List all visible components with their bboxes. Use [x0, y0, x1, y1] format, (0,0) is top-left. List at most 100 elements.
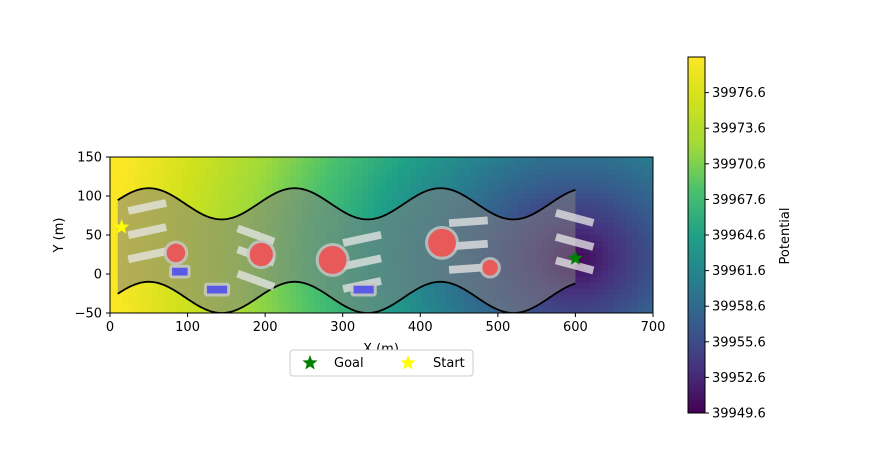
heatmap-cell [320, 295, 327, 302]
heatmap-cell [110, 271, 117, 278]
heatmap-cell [182, 157, 189, 164]
heatmap-cell [260, 307, 267, 313]
heatmap-cell [638, 253, 645, 260]
heatmap-cell [224, 211, 231, 218]
heatmap-cell [650, 277, 653, 284]
heatmap-cell [524, 181, 531, 188]
heatmap-cell [578, 271, 585, 278]
heatmap-cell [134, 301, 141, 308]
heatmap-cell [278, 283, 285, 290]
heatmap-cell [530, 193, 537, 200]
heatmap-cell [374, 157, 381, 164]
heatmap-cell [164, 295, 171, 302]
heatmap-cell [608, 229, 615, 236]
heatmap-cell [596, 193, 603, 200]
heatmap-cell [584, 205, 591, 212]
heatmap-cell [158, 289, 165, 296]
colorbar-tick-label: 39970.6 [712, 157, 766, 172]
heatmap-cell [446, 301, 453, 308]
heatmap-cell [596, 181, 603, 188]
heatmap-cell [476, 307, 483, 313]
heatmap-cell [608, 223, 615, 230]
heatmap-cell [356, 181, 363, 188]
heatmap-cell [626, 223, 633, 230]
heatmap-cell [614, 259, 621, 266]
heatmap-cell [542, 187, 549, 194]
heatmap-cell [404, 169, 411, 176]
heatmap-cell [530, 157, 537, 164]
heatmap-cell [650, 259, 653, 266]
heatmap-cell [488, 181, 495, 188]
heatmap-cell [110, 283, 117, 290]
heatmap-cell [566, 307, 573, 313]
heatmap-cell [224, 199, 231, 206]
heatmap-cell [638, 163, 645, 170]
heatmap-cell [638, 277, 645, 284]
heatmap-cell [338, 307, 345, 313]
heatmap-cell [626, 181, 633, 188]
heatmap-cell [350, 187, 357, 194]
legend: Goal Start [289, 349, 474, 377]
heatmap-cell [584, 229, 591, 236]
circle-obstacle [166, 243, 186, 263]
heatmap-cell [494, 163, 501, 170]
heatmap-cell [542, 301, 549, 308]
heatmap-cell [470, 157, 477, 164]
heatmap-cell [632, 181, 639, 188]
heatmap-cell [260, 193, 267, 200]
heatmap-cell [224, 175, 231, 182]
heatmap-cell [368, 205, 375, 212]
heatmap-cell [530, 205, 537, 212]
heatmap-cell [110, 229, 117, 236]
heatmap-cell [476, 199, 483, 206]
heatmap-cell [650, 205, 653, 212]
heatmap-cell [542, 181, 549, 188]
start-star-icon [114, 219, 130, 234]
heatmap-cell [602, 241, 609, 248]
heatmap-cell [638, 235, 645, 242]
heatmap-cell [590, 169, 597, 176]
heatmap-cell [266, 157, 273, 164]
heatmap-cell [194, 187, 201, 194]
heatmap-cell [212, 157, 219, 164]
heatmap-cell [458, 187, 465, 194]
heatmap-cell [128, 307, 135, 313]
heatmap-cell [404, 157, 411, 164]
heatmap-cell [314, 307, 321, 313]
heatmap-cell [584, 235, 591, 242]
heatmap-cell [422, 187, 429, 194]
heatmap-cell [554, 301, 561, 308]
x-tick-label: 300 [330, 320, 355, 335]
y-axis-ticks: 150 100 50 0 −50 [75, 151, 110, 322]
heatmap-cell [542, 169, 549, 176]
heatmap-cell [644, 259, 651, 266]
heatmap-cell [320, 307, 327, 313]
heatmap-cell [410, 295, 417, 302]
legend-goal-label: Goal [334, 356, 364, 371]
heatmap-cell [116, 175, 123, 182]
heatmap-cell [434, 163, 441, 170]
heatmap-cell [650, 235, 653, 242]
heatmap-cell [548, 187, 555, 194]
heatmap-cell [200, 163, 207, 170]
heatmap-cell [194, 169, 201, 176]
heatmap-cell [620, 181, 627, 188]
heatmap-cell [176, 295, 183, 302]
heatmap-cell [110, 163, 117, 170]
heatmap-cell [518, 205, 525, 212]
heatmap-cell [176, 175, 183, 182]
heatmap-cell [152, 289, 159, 296]
heatmap-cell [296, 283, 303, 290]
heatmap-cell [488, 199, 495, 206]
heatmap-cell [506, 163, 513, 170]
heatmap-cell [230, 199, 237, 206]
heatmap-cell [614, 169, 621, 176]
heatmap-cell [290, 307, 297, 313]
heatmap-cell [176, 157, 183, 164]
heatmap-cell [596, 289, 603, 296]
heatmap-cell [596, 271, 603, 278]
heatmap-cell [434, 295, 441, 302]
heatmap-cell [320, 193, 327, 200]
heatmap-cell [212, 211, 219, 218]
lane-marker [236, 224, 276, 246]
